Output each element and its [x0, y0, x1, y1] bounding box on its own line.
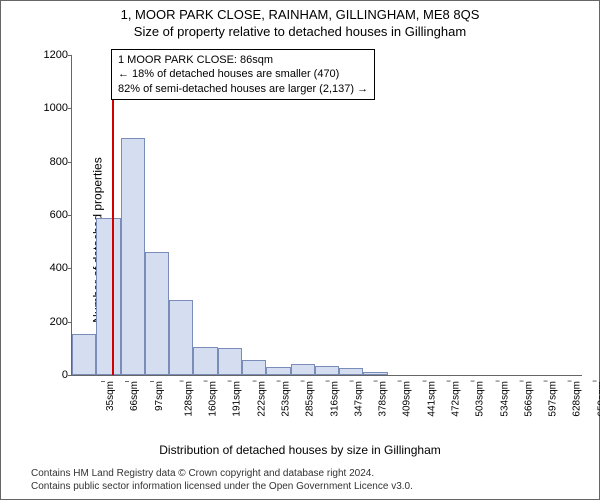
footer: Contains HM Land Registry data © Crown c…: [31, 467, 413, 493]
x-tick: 472sqm: [451, 381, 462, 417]
x-tick: 35sqm: [105, 381, 116, 411]
x-tick: 503sqm: [475, 381, 486, 417]
title-address: 1, MOOR PARK CLOSE, RAINHAM, GILLINGHAM,…: [1, 7, 599, 22]
x-tick: 441sqm: [426, 381, 437, 417]
histogram-bar: [242, 360, 266, 375]
x-tick: 659sqm: [596, 381, 600, 417]
y-tick: 400: [34, 262, 68, 274]
x-tick: 316sqm: [329, 381, 340, 417]
histogram-bar: [266, 367, 290, 375]
x-axis-label: Distribution of detached houses by size …: [1, 443, 599, 457]
x-tick: 253sqm: [281, 381, 292, 417]
title-subtitle: Size of property relative to detached ho…: [1, 24, 599, 39]
x-tick: 347sqm: [353, 381, 364, 417]
info-line-3: 82% of semi-detached houses are larger (…: [118, 82, 368, 96]
y-tick: 1000: [34, 102, 68, 114]
x-tick: 628sqm: [572, 381, 583, 417]
x-tick: 128sqm: [183, 381, 194, 417]
chart-header: 1, MOOR PARK CLOSE, RAINHAM, GILLINGHAM,…: [1, 1, 599, 39]
histogram-bar: [96, 218, 120, 375]
plot-area: 020040060080010001200: [71, 55, 582, 376]
x-tick: 534sqm: [499, 381, 510, 417]
x-tick: 191sqm: [232, 381, 243, 417]
histogram-bar: [218, 348, 242, 375]
histogram-bar: [291, 364, 315, 375]
histogram-bar: [145, 252, 169, 375]
x-tick: 378sqm: [378, 381, 389, 417]
histogram-bar: [339, 368, 363, 375]
x-tick: 222sqm: [256, 381, 267, 417]
histogram-bar: [193, 347, 217, 375]
footer-line-1: Contains HM Land Registry data © Crown c…: [31, 467, 413, 480]
reference-line: [112, 55, 114, 375]
footer-line-2: Contains public sector information licen…: [31, 480, 413, 493]
info-box: 1 MOOR PARK CLOSE: 86sqm ← 18% of detach…: [111, 49, 375, 100]
histogram-bar: [121, 138, 145, 375]
bars-group: [72, 55, 582, 375]
histogram-bar: [72, 334, 96, 375]
x-tick: 409sqm: [402, 381, 413, 417]
x-tick: 97sqm: [154, 381, 165, 411]
x-tick: 597sqm: [548, 381, 559, 417]
y-tick: 0: [34, 369, 68, 381]
y-tick: 1200: [34, 49, 68, 61]
x-tick: 566sqm: [523, 381, 534, 417]
info-line-1: 1 MOOR PARK CLOSE: 86sqm: [118, 53, 368, 67]
histogram-bar: [363, 372, 387, 375]
x-tick: 285sqm: [305, 381, 316, 417]
y-tick: 600: [34, 209, 68, 221]
x-tick: 66sqm: [129, 381, 140, 411]
x-tick: 160sqm: [208, 381, 219, 417]
histogram-bar: [169, 300, 193, 375]
histogram-bar: [315, 366, 339, 375]
x-ticks: 35sqm 66sqm 97sqm 128sqm 160sqm 191sqm 222sqm 2…: [71, 377, 581, 437]
y-tick: 800: [34, 156, 68, 168]
info-line-2: ← 18% of detached houses are smaller (47…: [118, 67, 368, 81]
chart-container: 1, MOOR PARK CLOSE, RAINHAM, GILLINGHAM,…: [0, 0, 600, 500]
y-tick: 200: [34, 316, 68, 328]
chart-area: Number of detached properties 0200400600…: [1, 45, 600, 435]
